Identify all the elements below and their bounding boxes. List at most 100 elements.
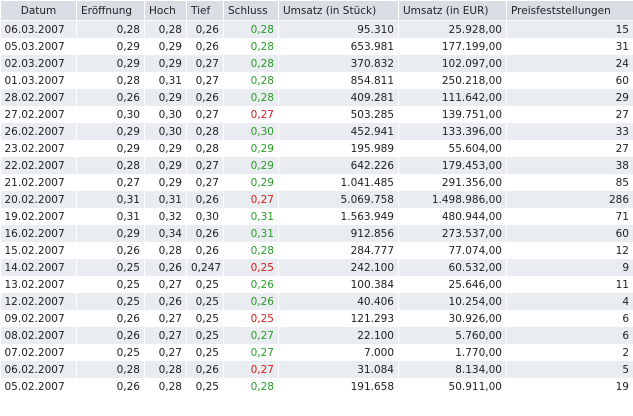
- table-cell: 11: [506, 276, 633, 293]
- table-cell: 1.770,00: [398, 344, 507, 361]
- table-cell: 0,26: [223, 276, 279, 293]
- table-cell: 60: [506, 225, 633, 242]
- table-cell: 08.02.2007: [0, 327, 77, 344]
- table-cell: 0,29: [76, 123, 145, 140]
- table-cell: 0,28: [186, 140, 224, 157]
- table-cell: 5: [506, 361, 633, 378]
- table-row: 05.02.2007 0,26 0,28 0,25 0,28 191.658 50.911,…: [0, 378, 633, 395]
- table-cell: 0,26: [76, 327, 145, 344]
- table-cell: 133.396,00: [398, 123, 507, 140]
- table-cell: 16.02.2007: [0, 225, 77, 242]
- table-cell: 0,25: [76, 276, 145, 293]
- table-cell: 0,25: [76, 293, 145, 310]
- table-cell: 31: [506, 38, 633, 55]
- table-row: 22.02.2007 0,28 0,29 0,27 0,29 642.226 179.453…: [0, 157, 633, 174]
- table-cell: 85: [506, 174, 633, 191]
- table-cell: 0,26: [144, 259, 187, 276]
- table-cell: 0,25: [223, 310, 279, 327]
- table-cell: 8.134,00: [398, 361, 507, 378]
- table-row: 06.03.2007 0,28 0,28 0,26 0,28 95.310 25.928,0…: [0, 20, 633, 38]
- table-cell: 10.254,00: [398, 293, 507, 310]
- table-cell: 0,26: [186, 225, 224, 242]
- table-cell: 0,28: [144, 242, 187, 259]
- table-body: 06.03.2007 0,28 0,28 0,26 0,28 95.310 25.928,0…: [0, 20, 633, 395]
- table-cell: 55.604,00: [398, 140, 507, 157]
- table-cell: 0,27: [223, 191, 279, 208]
- table-cell: 0,27: [223, 344, 279, 361]
- table-cell: 0,25: [76, 344, 145, 361]
- header-row: Datum Eröffnung Hoch Tief Schluss Umsatz (in …: [0, 0, 633, 21]
- table-cell: 0,31: [144, 72, 187, 89]
- table-cell: 12: [506, 242, 633, 259]
- table-cell: 195.989: [278, 140, 399, 157]
- table-cell: 0,25: [186, 344, 224, 361]
- table-row: 14.02.2007 0,25 0,26 0,247 0,25 242.100 60.532…: [0, 259, 633, 276]
- table-cell: 409.281: [278, 89, 399, 106]
- table-cell: 0,25: [186, 293, 224, 310]
- table-cell: 33: [506, 123, 633, 140]
- table-cell: 0,28: [144, 20, 187, 38]
- table-cell: 60.532,00: [398, 259, 507, 276]
- table-cell: 0,25: [186, 276, 224, 293]
- table-cell: 0,26: [76, 378, 145, 395]
- table-cell: 6: [506, 327, 633, 344]
- table-cell: 0,27: [76, 174, 145, 191]
- table-row: 08.02.2007 0,26 0,27 0,25 0,27 22.100 5.760,00…: [0, 327, 633, 344]
- table-row: 28.02.2007 0,26 0,29 0,26 0,28 409.281 111.642…: [0, 89, 633, 106]
- table-cell: 250.218,00: [398, 72, 507, 89]
- table-cell: 27: [506, 140, 633, 157]
- table-cell: 273.537,00: [398, 225, 507, 242]
- table-cell: 642.226: [278, 157, 399, 174]
- table-cell: 31.084: [278, 361, 399, 378]
- column-header: Umsatz (in EUR): [398, 0, 507, 21]
- table-cell: 0,30: [223, 123, 279, 140]
- table-cell: 0,29: [76, 55, 145, 72]
- table-cell: 0,25: [76, 259, 145, 276]
- table-cell: 23.02.2007: [0, 140, 77, 157]
- table-cell: 0,25: [223, 259, 279, 276]
- table-cell: 102.097,00: [398, 55, 507, 72]
- table-cell: 0,28: [76, 157, 145, 174]
- table-cell: 07.02.2007: [0, 344, 77, 361]
- table-cell: 6: [506, 310, 633, 327]
- table-cell: 2: [506, 344, 633, 361]
- table-row: 21.02.2007 0,27 0,29 0,27 0,29 1.041.485 291.3…: [0, 174, 633, 191]
- table-cell: 111.642,00: [398, 89, 507, 106]
- table-cell: 60: [506, 72, 633, 89]
- table-row: 23.02.2007 0,29 0,29 0,28 0,29 195.989 55.604,…: [0, 140, 633, 157]
- table-cell: 0,27: [223, 106, 279, 123]
- table-cell: 0,27: [186, 157, 224, 174]
- table-cell: 0,29: [223, 157, 279, 174]
- table-cell: 0,31: [223, 225, 279, 242]
- table-row: 26.02.2007 0,29 0,30 0,28 0,30 452.941 133.396…: [0, 123, 633, 140]
- table-cell: 0,28: [186, 123, 224, 140]
- table-cell: 22.100: [278, 327, 399, 344]
- table-cell: 77.074,00: [398, 242, 507, 259]
- table-cell: 30.926,00: [398, 310, 507, 327]
- table-cell: 0,26: [186, 361, 224, 378]
- table-cell: 9: [506, 259, 633, 276]
- table-cell: 0,27: [186, 55, 224, 72]
- table-cell: 0,26: [76, 310, 145, 327]
- table-cell: 0,28: [76, 20, 145, 38]
- table-cell: 0,32: [144, 208, 187, 225]
- table-cell: 28.02.2007: [0, 89, 77, 106]
- column-header: Schluss: [223, 0, 279, 21]
- table-cell: 29: [506, 89, 633, 106]
- table-cell: 14.02.2007: [0, 259, 77, 276]
- table-row: 27.02.2007 0,30 0,30 0,27 0,27 503.285 139.751…: [0, 106, 633, 123]
- table-cell: 452.941: [278, 123, 399, 140]
- table-cell: 0,28: [76, 72, 145, 89]
- table-cell: 95.310: [278, 20, 399, 38]
- table-cell: 0,28: [223, 89, 279, 106]
- table-cell: 177.199,00: [398, 38, 507, 55]
- table-row: 02.03.2007 0,29 0,29 0,27 0,28 370.832 102.097…: [0, 55, 633, 72]
- table-cell: 370.832: [278, 55, 399, 72]
- table-cell: 0,27: [144, 276, 187, 293]
- table-row: 06.02.2007 0,28 0,28 0,26 0,27 31.084 8.134,00…: [0, 361, 633, 378]
- table-cell: 0,27: [223, 327, 279, 344]
- table-cell: 06.02.2007: [0, 361, 77, 378]
- table-cell: 0,29: [144, 55, 187, 72]
- table-cell: 21.02.2007: [0, 174, 77, 191]
